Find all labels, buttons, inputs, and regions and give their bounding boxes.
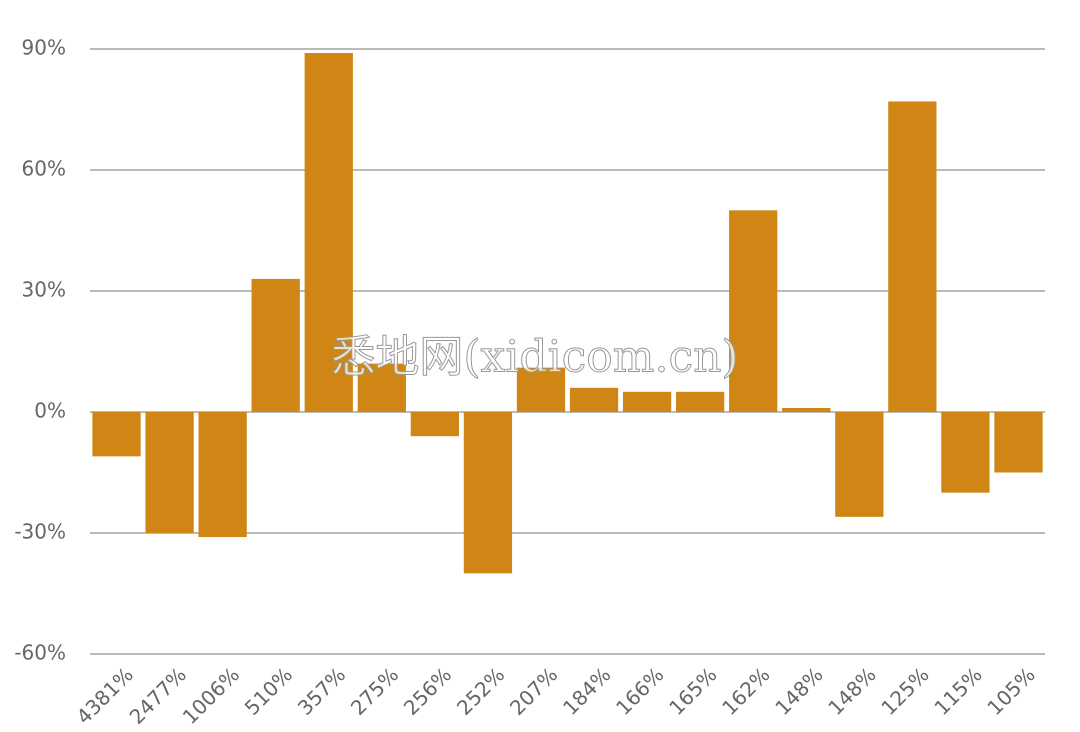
x-tick-label: 256% <box>399 662 456 719</box>
bar <box>941 412 990 493</box>
x-tick-label: 275% <box>346 662 403 719</box>
watermark: 悉地网(xidicom.cn) <box>331 332 738 383</box>
y-tick-label: 90% <box>22 36 66 60</box>
x-tick-label: 105% <box>982 662 1039 719</box>
bar <box>92 412 141 457</box>
bar <box>304 53 353 413</box>
bar <box>145 412 194 533</box>
x-tick-label: 252% <box>452 662 509 719</box>
x-tick-label: 166% <box>611 662 668 719</box>
x-tick-label: 184% <box>558 662 615 719</box>
bar <box>729 210 778 412</box>
x-tick-label: 115% <box>929 662 986 719</box>
x-tick-label: 148% <box>770 662 827 719</box>
y-tick-label: -30% <box>14 520 66 544</box>
bar <box>463 412 513 574</box>
x-tick-label: 207% <box>505 662 562 719</box>
x-tick-label: 4381% <box>72 662 138 728</box>
bar <box>994 412 1043 473</box>
x-tick-label: 357% <box>293 662 350 719</box>
bar <box>888 101 937 412</box>
bar <box>198 412 247 538</box>
bar <box>835 412 884 517</box>
x-tick-label: 162% <box>717 662 774 719</box>
x-tick-label: 1006% <box>178 662 244 728</box>
x-tick-label: 125% <box>876 662 933 719</box>
bar <box>410 412 460 437</box>
y-tick-label: 60% <box>22 157 66 181</box>
bar <box>675 391 725 412</box>
y-tick-label: 0% <box>34 399 66 423</box>
bar <box>622 391 672 412</box>
bar <box>357 363 406 412</box>
x-tick-label: 165% <box>664 662 721 719</box>
y-tick-label: -60% <box>14 641 66 665</box>
bar <box>782 407 831 412</box>
y-tick-label: 30% <box>22 278 66 302</box>
x-tick-label: 148% <box>823 662 880 719</box>
bar <box>516 367 566 412</box>
bar <box>251 278 300 412</box>
x-tick-label: 2477% <box>125 662 191 728</box>
x-tick-label: 510% <box>240 662 297 719</box>
bar <box>569 387 619 412</box>
